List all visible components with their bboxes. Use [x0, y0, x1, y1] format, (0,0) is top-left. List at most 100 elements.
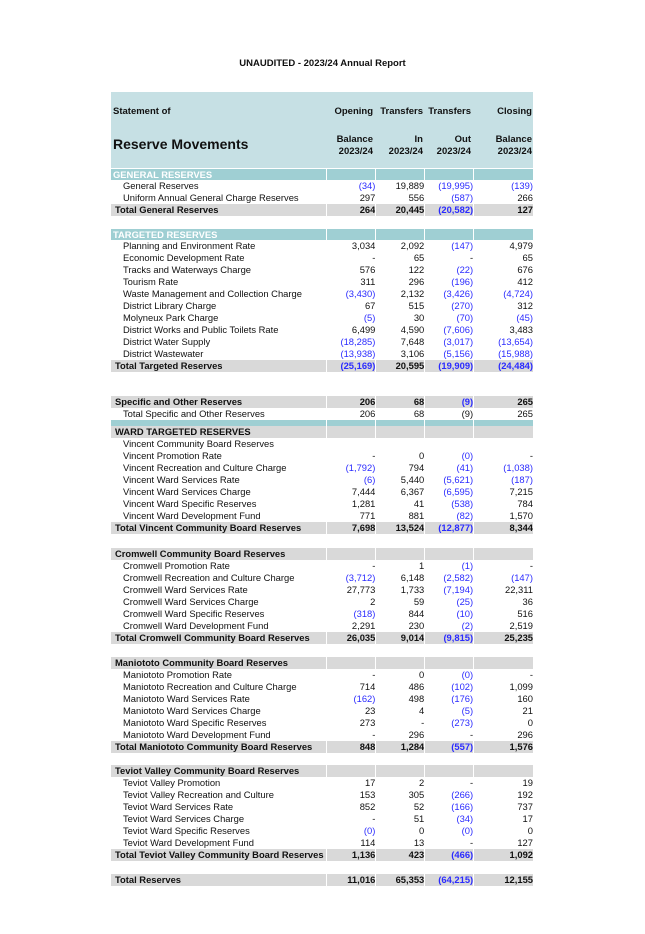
transfers-in-cell: [376, 229, 425, 240]
closing-balance-cell: 266: [517, 192, 533, 203]
opening-balance-cell: -: [372, 560, 376, 571]
table-row: Vincent Community Board Reserves: [111, 438, 533, 450]
transfers-out-cell: (10): [456, 608, 474, 619]
closing-balance-cell: 127: [517, 837, 533, 848]
transfers-out-cell: -: [470, 777, 474, 788]
transfers-in-cell: 41: [413, 498, 425, 509]
statement-of-label: Statement of: [113, 106, 171, 117]
transfers-out-cell: [425, 548, 474, 560]
row-label: Maniototo Ward Services Charge: [123, 705, 261, 716]
opening-balance-cell: 11,016: [327, 874, 376, 886]
transfers-out-cell: (41): [456, 462, 474, 473]
row-label: District Library Charge: [123, 300, 217, 311]
row-label: Maniototo Community Board Reserves: [111, 657, 327, 669]
transfers-out-cell: (34): [456, 813, 474, 824]
opening-balance-cell: (3,430): [345, 288, 376, 299]
opening-balance-cell: -: [372, 669, 376, 680]
transfers-out-cell: -: [470, 837, 474, 848]
opening-balance-cell: [327, 229, 376, 240]
transfers-in-cell: 65,353: [376, 874, 425, 886]
closing-balance-cell: 12,155: [474, 874, 534, 886]
transfers-out-cell: (3,017): [443, 336, 474, 347]
transfers-in-cell: [376, 657, 425, 669]
report-title: UNAUDITED - 2023/24 Annual Report: [239, 58, 406, 69]
row-label: Teviot Valley Promotion: [123, 777, 221, 788]
closing-balance-cell: (147): [511, 572, 533, 583]
table-row: Teviot Ward Development Fund 114 13 - 127: [111, 837, 533, 849]
transfers-out-cell: (7,606): [443, 324, 474, 335]
closing-balance-cell: 36: [522, 596, 533, 607]
transfers-in-cell: 881: [408, 510, 425, 521]
transfers-out-cell: (19,995): [438, 180, 474, 191]
opening-balance-cell: 23: [364, 705, 376, 716]
transfers-out-cell: (587): [451, 192, 474, 203]
opening-balance-cell: 311: [360, 276, 376, 287]
opening-balance-cell: 17: [364, 777, 376, 788]
transfers-in-cell: [376, 438, 424, 450]
closing-balance-cell: [474, 657, 534, 669]
col-out-line1: Transfers: [428, 106, 471, 117]
transfers-in-cell: [376, 426, 425, 438]
col-closing-line2: Balance: [495, 134, 532, 145]
col-in-line1: Transfers: [380, 106, 423, 117]
transfers-out-cell: [425, 169, 474, 180]
transfers-out-cell: (22): [456, 264, 474, 275]
table-row: District Wastewater (13,938) 3,106 (5,156) (…: [111, 348, 533, 360]
section-row: TARGETED RESERVES: [111, 229, 534, 240]
opening-balance-cell: 2,291: [351, 620, 376, 631]
opening-balance-cell: (0): [363, 825, 376, 836]
total-row: Specific and Other Reserves 206 68 (9) 265: [111, 396, 534, 408]
transfers-in-cell: -: [421, 717, 425, 728]
row-label: Teviot Ward Development Fund: [123, 837, 254, 848]
transfers-out-cell: (166): [451, 801, 474, 812]
transfers-out-cell: (102): [451, 681, 474, 692]
row-label: Vincent Recreation and Culture Charge: [123, 462, 287, 473]
col-in-line3: 2023/24: [388, 146, 423, 157]
table-row: District Works and Public Toilets Rate 6,…: [111, 324, 533, 336]
closing-balance-cell: 22,311: [505, 584, 533, 595]
transfers-in-cell: 4,590: [400, 324, 425, 335]
row-label: Teviot Ward Services Charge: [123, 813, 245, 824]
transfers-out-cell: (5,621): [443, 474, 474, 485]
transfers-out-cell: (9): [461, 408, 474, 419]
row-label: Cromwell Community Board Reserves: [111, 548, 327, 560]
transfers-in-cell: 4: [419, 705, 425, 716]
row-label: Planning and Environment Rate: [123, 240, 256, 251]
row-spacer: [111, 753, 533, 765]
transfers-in-cell: 556: [408, 192, 425, 203]
closing-balance-cell: (24,484): [474, 360, 534, 372]
col-opening-line1: Opening: [334, 106, 373, 117]
transfers-out-cell: (557): [425, 741, 474, 753]
table-row: Vincent Ward Development Fund 771 881 (82) 1…: [111, 510, 533, 522]
opening-balance-cell: [328, 438, 376, 450]
transfers-out-cell: (273): [451, 717, 474, 728]
opening-balance-cell: (13,938): [340, 348, 376, 359]
transfers-in-cell: 3,106: [400, 348, 425, 359]
opening-balance-cell: [327, 426, 376, 438]
transfers-out-cell: (538): [451, 498, 474, 509]
opening-balance-cell: 273: [359, 717, 376, 728]
col-closing-line3: 2023/24: [497, 146, 532, 157]
closing-balance-cell: [474, 765, 534, 777]
row-label: Cromwell Ward Specific Reserves: [123, 608, 265, 619]
total-row: Total Teviot Valley Community Board Rese…: [111, 849, 534, 861]
transfers-in-cell: 5,440: [400, 474, 425, 485]
ward-row: Cromwell Community Board Reserves: [111, 548, 534, 560]
closing-balance-cell: [474, 169, 534, 180]
transfers-in-cell: 65: [413, 252, 425, 263]
opening-balance-cell: (6): [363, 474, 376, 485]
transfers-in-cell: 13: [413, 837, 425, 848]
transfers-in-cell: 59: [413, 596, 425, 607]
transfers-in-cell: 30: [413, 312, 425, 323]
transfers-in-cell: 20,595: [376, 360, 425, 372]
row-label: Uniform Annual General Charge Reserves: [123, 192, 299, 203]
opening-balance-cell: (25,169): [327, 360, 376, 372]
table-row: Economic Development Rate - 65 - 65: [111, 252, 533, 264]
transfers-out-cell: (3,426): [443, 288, 474, 299]
transfers-in-cell: [376, 169, 425, 180]
table-row: Vincent Ward Services Rate (6) 5,440 (5,621…: [111, 474, 533, 486]
table-row: Waste Management and Collection Charge (3…: [111, 288, 533, 300]
closing-balance-cell: 8,344: [474, 522, 534, 534]
closing-balance-cell: [474, 438, 533, 450]
row-label: Teviot Valley Community Board Reserves: [111, 765, 327, 777]
